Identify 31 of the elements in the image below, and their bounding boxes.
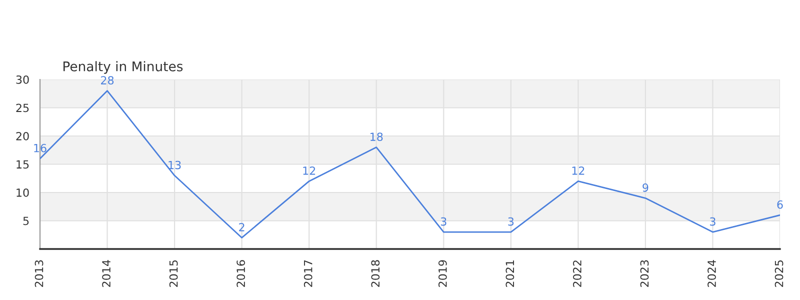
x-tick-label: 2024 xyxy=(708,260,716,287)
x-tick-label: 2025 xyxy=(774,260,784,287)
data-label: 12 xyxy=(303,166,316,175)
data-label: 18 xyxy=(370,132,383,141)
data-label: 9 xyxy=(642,183,648,192)
data-label: 12 xyxy=(572,166,584,175)
data-label: 13 xyxy=(168,160,181,170)
data-label: 6 xyxy=(777,200,783,209)
data-label: 2 xyxy=(239,222,244,232)
x-tick-label: 2016 xyxy=(236,260,246,287)
x-tick-label: 2014 xyxy=(102,260,110,287)
y-tick-label: 30 xyxy=(16,75,29,84)
y-tick-label: 15 xyxy=(16,160,29,169)
x-tick-label: 2015 xyxy=(169,260,178,287)
data-label: 3 xyxy=(508,217,514,226)
x-tick-label: 2018 xyxy=(371,260,380,287)
chart-title: Penalty in Minutes xyxy=(63,61,183,74)
data-label: 3 xyxy=(710,217,716,226)
y-tick-label: 10 xyxy=(16,188,29,197)
y-tick-label: 20 xyxy=(16,132,29,140)
data-label: 28 xyxy=(101,76,114,84)
data-label: 16 xyxy=(34,144,46,152)
x-tick-label: 2013 xyxy=(34,260,44,287)
y-tick-label: 5 xyxy=(23,216,29,226)
x-tick-label: 2021 xyxy=(506,260,514,287)
x-tick-label: 2017 xyxy=(304,260,312,287)
x-tick-label: 2023 xyxy=(640,260,649,287)
x-tick-label: 2019 xyxy=(438,260,447,287)
y-tick-label: 25 xyxy=(16,104,29,112)
x-tick-label: 2022 xyxy=(573,260,582,287)
data-label: 3 xyxy=(440,217,446,226)
